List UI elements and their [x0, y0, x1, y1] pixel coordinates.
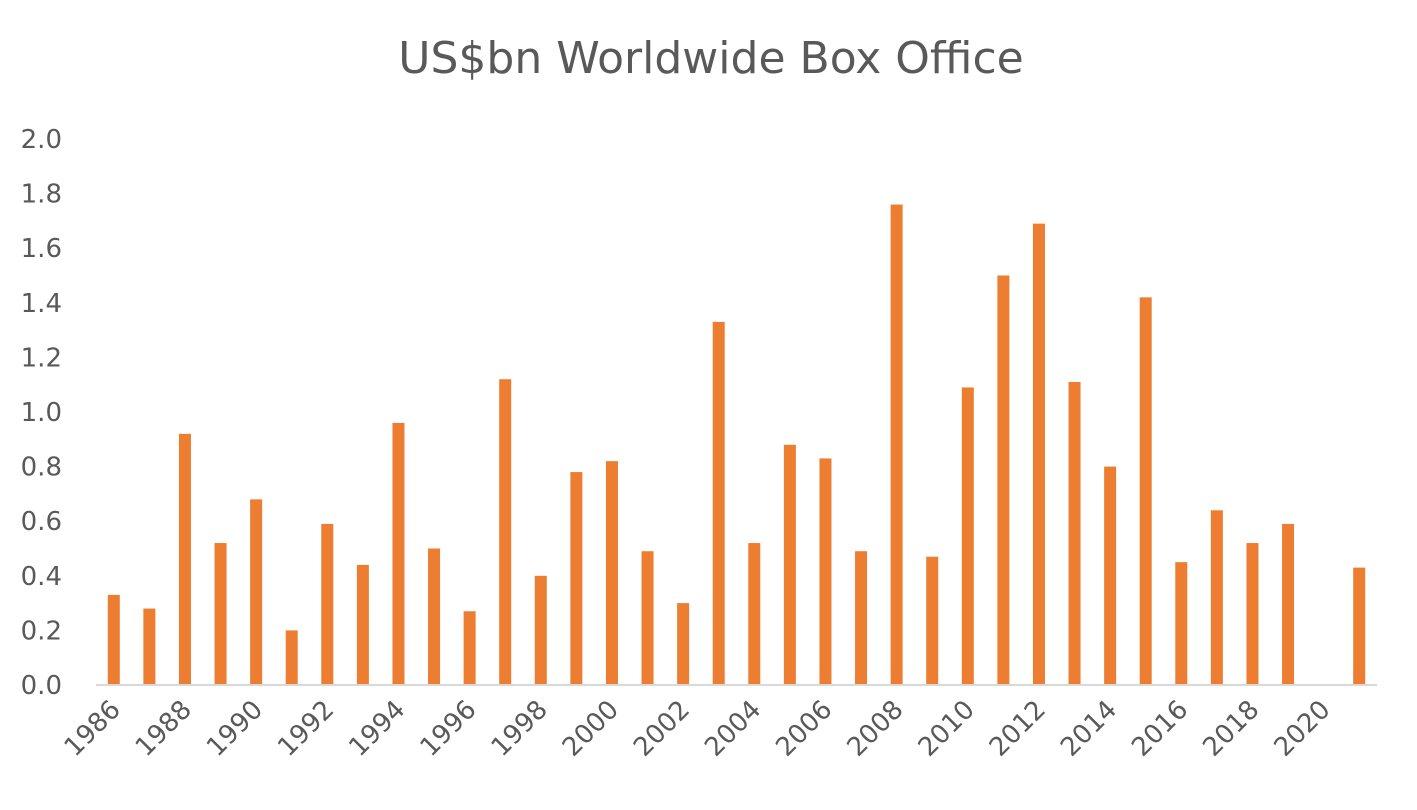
y-tick-label: 1.2 [21, 343, 62, 373]
bar-2000 [605, 461, 618, 685]
y-tick-label: 0.0 [21, 671, 62, 701]
bar-2016 [1175, 562, 1188, 685]
x-tick-label: 2018 [1197, 695, 1265, 763]
y-tick-label: 0.8 [21, 453, 62, 483]
bar-2009 [926, 556, 939, 685]
x-tick-label: 1992 [272, 695, 340, 763]
bar-2003 [712, 321, 725, 685]
bar-2002 [677, 603, 690, 685]
bar-1990 [250, 499, 263, 685]
bar-2010 [961, 387, 974, 685]
x-tick-label: 1996 [415, 695, 483, 763]
y-tick-label: 1.6 [21, 234, 62, 264]
bar-2011 [997, 275, 1010, 685]
y-tick-label: 0.4 [21, 562, 62, 592]
bar-2014 [1104, 466, 1117, 685]
bar-1991 [285, 630, 298, 685]
bar-1995 [428, 548, 441, 685]
bar-1987 [143, 608, 156, 685]
y-tick-label: 1.0 [21, 398, 62, 428]
bar-1989 [214, 543, 227, 685]
bar-1996 [463, 611, 476, 685]
bar-2008 [890, 204, 903, 685]
bar-1997 [499, 379, 512, 685]
x-tick-label: 1998 [486, 695, 554, 763]
x-tick-label: 1986 [59, 695, 127, 763]
bar-2007 [855, 551, 868, 685]
bar-1993 [356, 564, 369, 685]
x-tick-label: 1994 [343, 695, 411, 763]
x-tick-label: 2010 [913, 695, 981, 763]
x-tick-label: 2014 [1055, 695, 1123, 763]
y-axis-tick-labels: 0.0 0.2 0.4 0.6 0.8 1.0 1.2 1.4 1.6 1.8 2.0 [21, 125, 62, 701]
bar-2019 [1282, 523, 1295, 685]
bar-1992 [321, 523, 334, 685]
bar-2018 [1246, 543, 1259, 685]
x-tick-label: 2002 [628, 695, 696, 763]
bar-2004 [748, 543, 761, 685]
bar-1988 [178, 433, 191, 685]
y-tick-label: 2.0 [21, 125, 62, 155]
chart-title: US$bn Worldwide Box Office [398, 33, 1023, 84]
bar-2005 [783, 444, 796, 685]
bar-2017 [1210, 510, 1223, 685]
y-tick-label: 1.4 [21, 289, 62, 319]
y-tick-label: 0.2 [21, 616, 62, 646]
x-tick-label: 2004 [699, 695, 767, 763]
bar-2001 [641, 551, 654, 685]
bar-1986 [107, 594, 120, 685]
y-tick-label: 1.8 [21, 180, 62, 210]
x-tick-label: 2016 [1126, 695, 1194, 763]
y-tick-label: 0.6 [21, 507, 62, 537]
x-tick-label: 2000 [557, 695, 625, 763]
bar-2013 [1068, 381, 1081, 685]
x-tick-label: 2006 [770, 695, 838, 763]
bar-2006 [819, 458, 832, 685]
x-tick-label: 2008 [842, 695, 910, 763]
x-tick-label: 2012 [984, 695, 1052, 763]
bar-1999 [570, 472, 583, 685]
bar-2021 [1353, 567, 1366, 685]
bar-series [107, 204, 1366, 685]
bar-2012 [1032, 223, 1045, 685]
bar-1994 [392, 422, 405, 685]
x-tick-label: 1988 [130, 695, 198, 763]
x-tick-label: 2020 [1269, 695, 1337, 763]
x-tick-label: 1990 [201, 695, 269, 763]
bar-2015 [1139, 297, 1152, 685]
x-axis-tick-labels: 1986 1988 1990 1992 1994 1996 1998 2000 2002 2004… [59, 695, 1337, 763]
bar-1998 [534, 575, 547, 685]
